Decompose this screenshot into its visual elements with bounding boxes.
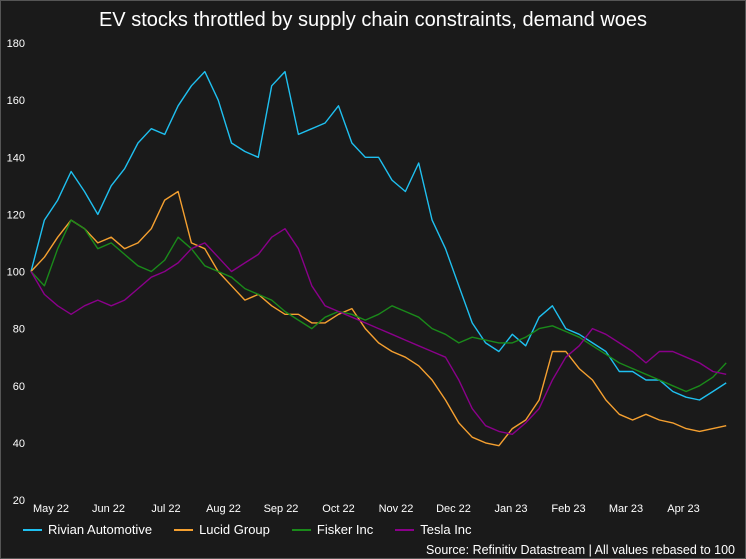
- y-tick-label: 180: [7, 38, 25, 50]
- x-tick-label: Dec 22: [436, 503, 471, 515]
- legend-item: Lucid Group: [174, 522, 270, 537]
- x-tick-label: Jan 23: [494, 503, 527, 515]
- y-tick-label: 40: [13, 438, 25, 450]
- legend-label: Rivian Automotive: [48, 522, 153, 537]
- legend-item: Fisker Inc: [291, 522, 374, 537]
- y-tick-label: 120: [7, 209, 25, 221]
- x-tick-label: Jun 22: [92, 503, 125, 515]
- series-line-tesla-inc: [30, 227, 727, 435]
- legend-label: Tesla Inc: [420, 522, 472, 537]
- x-tick-label: Aug 22: [206, 503, 241, 515]
- chart-title: EV stocks throttled by supply chain cons…: [98, 9, 648, 31]
- series-line-rivian-automotive: [30, 70, 727, 401]
- legend-item: Rivian Automotive: [23, 522, 152, 537]
- x-tick-label: Feb 23: [551, 503, 585, 515]
- y-tick-label: 160: [7, 95, 25, 107]
- legend-item: Tesla Inc: [395, 522, 472, 537]
- y-tick-label: 80: [13, 324, 25, 336]
- x-tick-label: Mar 23: [609, 503, 643, 515]
- legend-swatch: [395, 528, 415, 531]
- legend-swatch: [23, 528, 42, 531]
- legend: Rivian Automotive Lucid Group Fisker Inc Te…: [23, 522, 472, 537]
- y-tick-label: 100: [7, 267, 25, 279]
- y-tick-label: 60: [13, 381, 25, 393]
- x-tick-label: Jul 22: [151, 503, 180, 515]
- x-tick-label: May 22: [33, 503, 69, 515]
- series-line-fisker-inc: [30, 219, 727, 393]
- x-tick-label: Apr 23: [667, 503, 699, 515]
- y-tick-label: 20: [13, 495, 25, 507]
- x-tick-label: Sep 22: [264, 503, 299, 515]
- legend-label: Fisker Inc: [316, 522, 374, 537]
- source-note: Source: Refinitiv Datastream | All value…: [426, 543, 735, 557]
- y-tick-label: 140: [7, 152, 25, 164]
- x-tick-label: Nov 22: [379, 503, 414, 515]
- legend-swatch: [174, 528, 194, 531]
- series-line-lucid-group: [30, 190, 727, 447]
- legend-label: Lucid Group: [199, 522, 270, 537]
- legend-swatch: [291, 528, 311, 531]
- x-tick-label: Oct 22: [322, 503, 354, 515]
